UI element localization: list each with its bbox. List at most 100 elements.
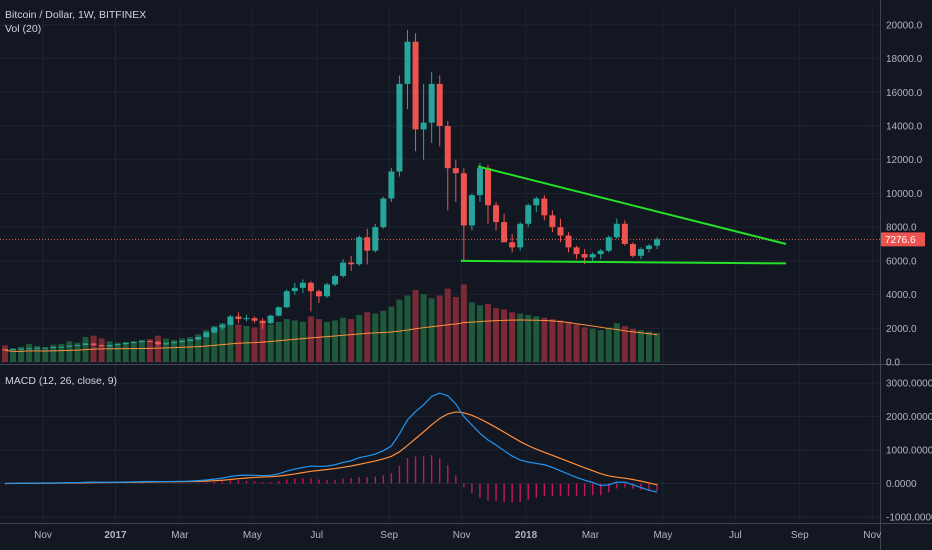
candle — [146, 340, 153, 343]
candle-body — [275, 307, 282, 316]
macd-histogram-bar — [350, 478, 352, 484]
macd-histogram-bar — [189, 483, 191, 484]
candle — [621, 220, 628, 246]
macd-histogram-bar — [205, 482, 207, 484]
volume-bar — [171, 339, 178, 362]
volume-bar — [388, 306, 395, 362]
macd-histogram-bar — [422, 456, 425, 484]
candle-body — [605, 237, 612, 251]
macd-histogram-bar — [632, 483, 634, 489]
volume-bar — [42, 347, 49, 362]
candle-body — [420, 122, 427, 130]
time-axis-label: Jul — [729, 530, 742, 541]
volume-bar — [412, 290, 419, 362]
candle-body — [219, 324, 226, 328]
candle — [436, 75, 443, 147]
macd-histogram-bar — [342, 478, 344, 484]
candle — [476, 163, 483, 202]
candle — [412, 33, 419, 152]
volume-bar — [501, 309, 508, 362]
macd-histogram-bar — [600, 483, 602, 496]
candle — [452, 159, 459, 202]
candle — [90, 342, 97, 346]
candle — [549, 210, 556, 233]
macd-histogram-bar — [286, 479, 288, 484]
candle — [267, 314, 274, 325]
candle — [637, 247, 644, 260]
macd-histogram-bar — [430, 455, 433, 484]
candle-body — [171, 342, 178, 344]
candle-body — [203, 332, 210, 338]
candle-body — [130, 341, 137, 343]
resistance-trendline — [477, 165, 787, 245]
macd-histogram-bar — [100, 483, 103, 484]
macd-histogram-bar — [318, 479, 320, 484]
macd-histogram-bar — [583, 483, 586, 496]
candle — [525, 203, 532, 228]
volume-bar — [34, 346, 41, 362]
volume-bar — [26, 344, 33, 362]
macd-histogram-bar — [414, 456, 417, 484]
candle — [122, 342, 129, 345]
volume-bar — [18, 346, 25, 362]
candle — [501, 213, 508, 243]
volume-bar — [146, 339, 153, 362]
candle-body — [412, 41, 419, 130]
last-price-tag-bg — [881, 232, 925, 247]
volume-bar — [646, 331, 652, 362]
volume-bar — [324, 321, 330, 362]
volume-bar — [452, 296, 459, 362]
macd-histogram-bar — [117, 483, 119, 484]
candle — [130, 341, 137, 344]
price-chart-title: Bitcoin / Dollar, 1W, BITFINEX — [5, 9, 147, 21]
candle-body — [106, 344, 113, 347]
candle — [106, 344, 113, 347]
candle-body — [179, 340, 186, 343]
macd-histogram-bar — [310, 478, 312, 484]
candle-body — [372, 227, 379, 251]
macd-axis-label: 0.0000 — [886, 479, 917, 490]
macd-histogram-bar — [358, 476, 360, 484]
volume-bar — [444, 288, 451, 362]
macd-histogram-bar — [543, 483, 546, 496]
macd-axis-label: 3000.0000 — [886, 379, 932, 390]
candle — [195, 336, 202, 341]
volume-bar — [106, 341, 113, 362]
price-axis-label: 0.0 — [886, 358, 900, 369]
candle — [163, 342, 169, 346]
candle-body — [2, 349, 8, 351]
last-price-tag: 7276.6 — [881, 232, 925, 247]
candle-body — [74, 344, 81, 346]
time-axis-label: 2017 — [104, 530, 127, 541]
volume-bar — [485, 303, 491, 362]
macd-histogram-bar — [213, 481, 215, 484]
macd-histogram-bar — [157, 483, 159, 484]
macd-histogram-bar — [374, 476, 376, 484]
candle — [404, 29, 411, 110]
time-axis-label: Nov — [863, 530, 881, 541]
candle-body — [291, 287, 298, 292]
candle-body — [549, 215, 556, 228]
price-axis-label: 16000.0 — [886, 88, 923, 99]
price-axis-labels: 20000.0 18000.0 16000.0 14000.0 12000.0 10000… — [886, 20, 923, 368]
candle-body — [66, 345, 73, 347]
volume-bar — [154, 335, 161, 362]
volume-bar — [348, 319, 355, 362]
candle-body — [452, 168, 459, 174]
price-axis-label: 20000.0 — [886, 20, 923, 31]
volume-bar — [58, 344, 65, 362]
candle-body — [525, 205, 532, 224]
candle — [348, 255, 355, 271]
macd-histogram-bar — [165, 483, 167, 484]
volume-bar — [179, 338, 186, 362]
candle-body — [154, 341, 161, 345]
macd-axis-label: -1000.0000 — [886, 512, 932, 523]
candle — [275, 306, 282, 317]
candle — [372, 223, 379, 253]
macd-histogram-bar — [237, 480, 240, 484]
time-axis-label: Nov — [34, 530, 52, 541]
volume-bar — [299, 321, 306, 362]
candle-body — [340, 262, 347, 277]
candle-body — [646, 245, 652, 250]
